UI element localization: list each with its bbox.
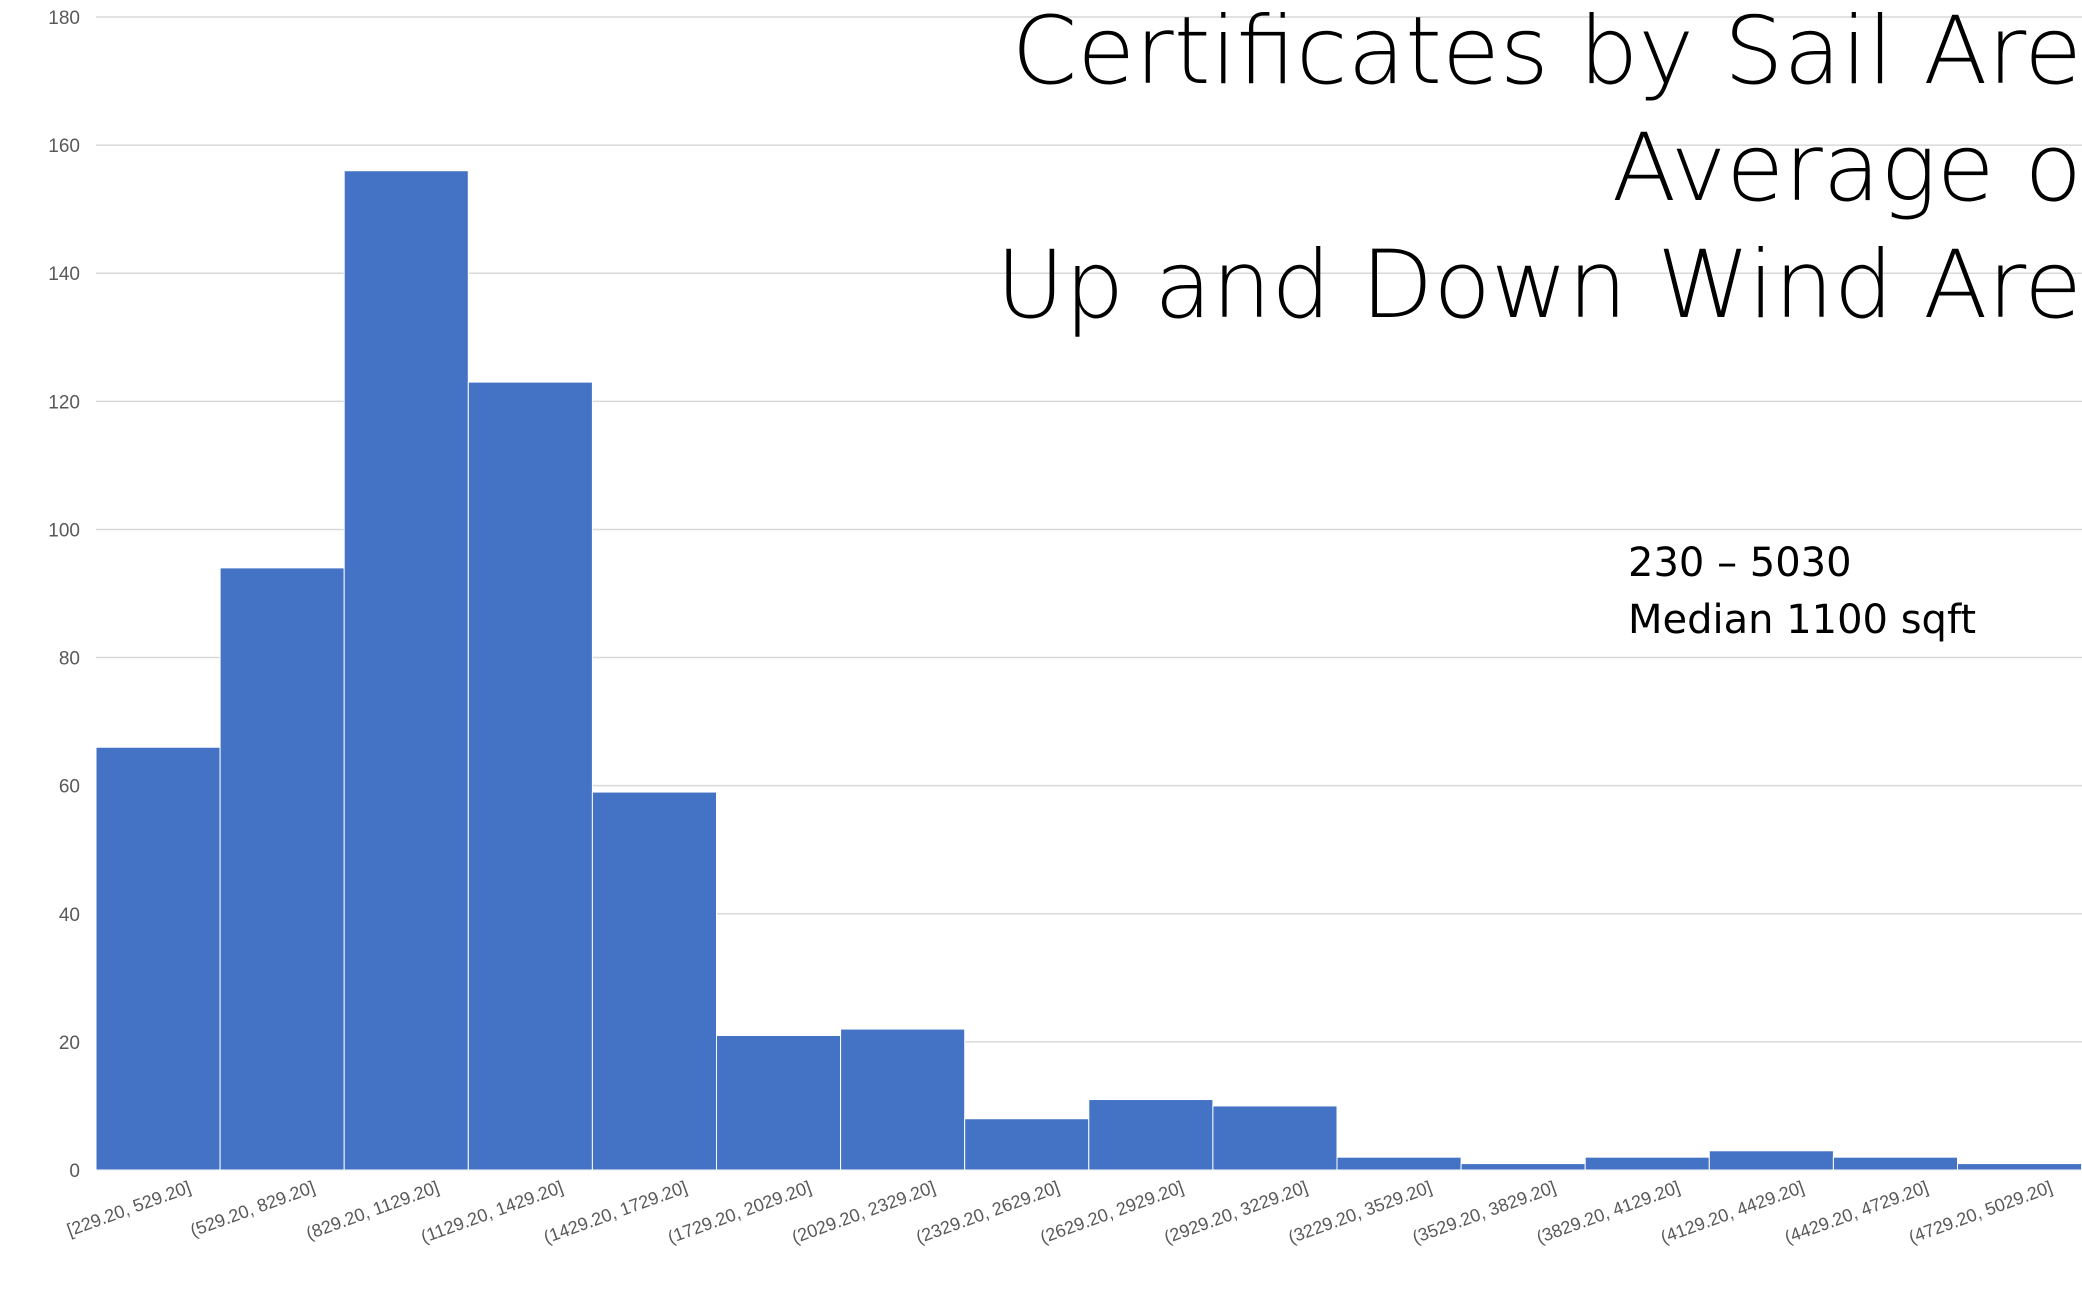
y-tick-label: 0 (69, 1161, 80, 1182)
histogram-bar (1584, 1156, 1710, 1171)
y-tick-label: 160 (48, 136, 80, 157)
title-line-3: Up and Down Wind Are (996, 231, 2082, 340)
y-tick-label: 20 (59, 1033, 80, 1054)
chart-title: Certificates by Sail Are Average o Up an… (996, 0, 2082, 340)
bars (95, 170, 2082, 1171)
y-axis-ticks: 0 20 40 60 80 100 120 140 160 180 (48, 8, 80, 1182)
histogram-bar (716, 1034, 842, 1171)
range-text: 230 – 5030 (1628, 540, 1852, 586)
y-tick-label: 140 (48, 264, 80, 285)
histogram-bar (1832, 1156, 1959, 1171)
histogram-bar (1708, 1150, 1834, 1171)
median-text: Median 1100 sqft (1628, 597, 1976, 643)
y-tick-label: 180 (48, 8, 80, 29)
histogram-bar (95, 746, 221, 1171)
histogram-bar (840, 1028, 966, 1171)
y-tick-label: 60 (59, 777, 80, 798)
y-tick-label: 120 (48, 392, 80, 413)
histogram-bar (964, 1118, 1090, 1171)
histogram-bar (1460, 1163, 1586, 1171)
title-line-2: Average o (1612, 114, 2082, 223)
y-tick-label: 100 (48, 520, 80, 541)
histogram-bar (1212, 1105, 1338, 1171)
x-axis-ticks: [229.20, 529.20](529.20, 829.20](829.20,… (64, 1177, 2055, 1247)
histogram-bar (467, 381, 593, 1171)
histogram-bar (1957, 1163, 2082, 1171)
y-tick-label: 40 (59, 905, 80, 926)
histogram-bar (1088, 1099, 1214, 1171)
histogram-bar (219, 567, 345, 1171)
histogram-bar (343, 170, 469, 1171)
x-tick-label: [229.20, 529.20] (64, 1177, 193, 1240)
range-annotation: 230 – 5030 Median 1100 sqft (1628, 540, 1976, 643)
x-tick-label: (529.20, 829.20] (187, 1177, 317, 1241)
x-tick-label: (4729.20, 5029.20] (1906, 1177, 2055, 1247)
histogram-bar (591, 791, 718, 1171)
title-line-1: Certificates by Sail Are (1012, 0, 2082, 106)
y-tick-label: 80 (59, 649, 80, 670)
histogram-bar (1336, 1156, 1462, 1171)
